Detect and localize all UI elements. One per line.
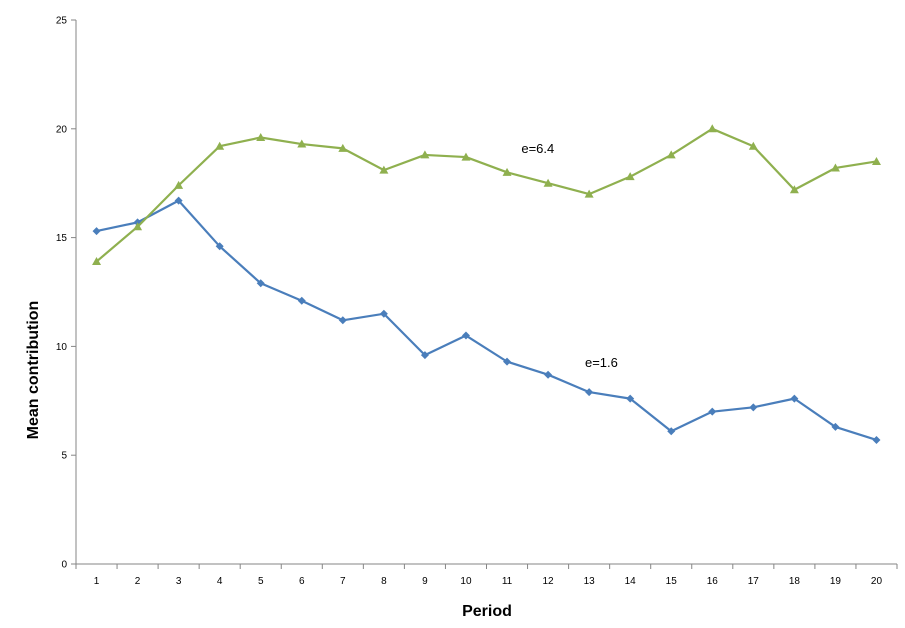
series-2 (92, 124, 881, 266)
annotations: e=6.4 e=1.6 (521, 141, 618, 370)
x-tick-label: 17 (748, 576, 760, 587)
x-tick-label: 5 (258, 576, 264, 587)
data-point-triangle (174, 180, 184, 189)
data-point-triangle (256, 133, 266, 142)
x-tick-label: 4 (217, 576, 223, 587)
x-tick-label: 10 (460, 576, 472, 587)
y-tick-labels: 0 5 10 15 20 25 (56, 16, 68, 571)
x-tick-label: 13 (584, 576, 596, 587)
x-tick-label: 12 (543, 576, 555, 587)
data-point-diamond (831, 422, 840, 431)
series-line (96, 199, 877, 442)
data-point-diamond (379, 309, 388, 318)
y-tick-label: 25 (56, 16, 68, 27)
series-annotation: e=1.6 (585, 355, 618, 370)
data-point-triangle (338, 143, 348, 152)
data-point-triangle (379, 165, 389, 174)
data-point-triangle (92, 257, 102, 266)
data-point-triangle (543, 178, 553, 187)
y-tick-label: 5 (61, 451, 67, 462)
data-point-triangle (420, 150, 430, 159)
data-point-triangle (666, 150, 676, 159)
x-tick-label: 6 (299, 576, 305, 587)
data-point-diamond (420, 351, 429, 360)
x-tick-label: 7 (340, 576, 346, 587)
data-point-triangle (584, 189, 594, 198)
data-point-diamond (790, 394, 799, 403)
x-tick-label: 16 (707, 576, 719, 587)
data-point-diamond (872, 435, 881, 444)
data-point-diamond (626, 394, 635, 403)
x-tick-label: 19 (830, 576, 842, 587)
data-point-diamond (585, 388, 594, 397)
data-point-diamond (92, 227, 101, 236)
y-tick-label: 15 (56, 233, 68, 244)
y-axis-title: Mean contribution (25, 301, 42, 440)
x-tick-label: 20 (871, 576, 883, 587)
data-point-triangle (871, 156, 881, 165)
x-tick-label: 2 (135, 576, 141, 587)
data-point-diamond (503, 357, 512, 366)
x-tick-label: 11 (502, 576, 513, 587)
x-tick-labels: 1 2 3 4 5 6 7 8 9 10 11 12 13 14 15 16 17 18 19 20 (94, 576, 883, 587)
data-point-triangle (215, 141, 225, 150)
y-tick-label: 20 (56, 124, 68, 135)
data-point-triangle (502, 167, 512, 176)
x-tick-label: 14 (625, 576, 637, 587)
data-point-diamond (461, 331, 470, 340)
series-layer (92, 124, 881, 444)
data-point-triangle (789, 185, 799, 194)
data-point-triangle (133, 222, 143, 231)
axes (71, 19, 898, 569)
data-point-diamond (544, 370, 553, 379)
x-tick-label: 8 (381, 576, 387, 587)
series-line (95, 127, 877, 263)
data-point-diamond (256, 279, 265, 288)
data-point-diamond (749, 403, 758, 412)
x-tick-label: 9 (422, 576, 428, 587)
data-point-triangle (748, 141, 758, 150)
x-tick-label: 1 (94, 576, 100, 587)
x-axis-title: Period (462, 603, 512, 620)
data-point-diamond (667, 427, 676, 436)
data-point-triangle (297, 139, 307, 148)
data-point-triangle (830, 163, 840, 172)
data-point-triangle (707, 124, 717, 133)
series-1 (92, 196, 881, 444)
x-tick-label: 15 (666, 576, 678, 587)
data-point-diamond (215, 242, 224, 251)
data-point-triangle (625, 172, 635, 181)
data-point-triangle (461, 152, 471, 161)
series-annotation: e=6.4 (521, 141, 554, 156)
x-tick-label: 3 (176, 576, 182, 587)
y-tick-label: 10 (56, 342, 68, 353)
data-point-diamond (297, 296, 306, 305)
data-point-diamond (708, 407, 717, 416)
data-point-diamond (174, 196, 183, 205)
x-tick-label: 18 (789, 576, 801, 587)
data-point-diamond (338, 316, 347, 325)
y-tick-label: 0 (61, 560, 67, 571)
